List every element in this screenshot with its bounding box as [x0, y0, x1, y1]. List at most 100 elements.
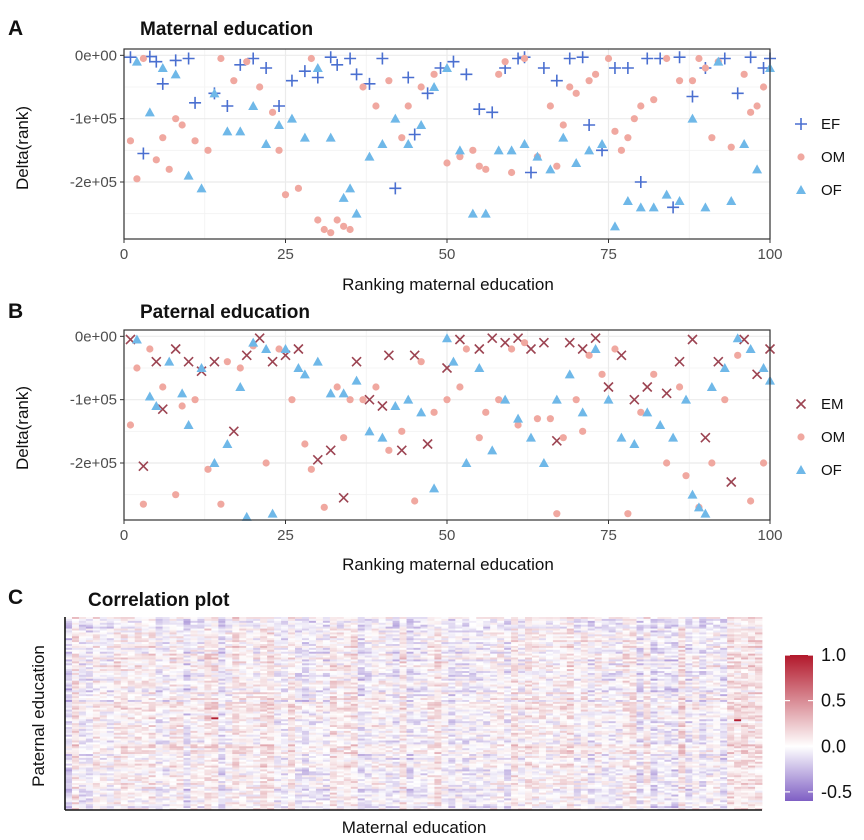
heatmap-cell — [552, 651, 561, 655]
heatmap-cell — [734, 628, 742, 631]
heatmap-cell — [71, 628, 80, 631]
heatmap-cell — [406, 663, 414, 666]
heatmap-cell — [504, 647, 512, 651]
heatmap-cell — [315, 645, 324, 649]
heatmap-cell — [531, 626, 540, 629]
heatmap-cell — [295, 647, 303, 651]
heatmap-cell — [274, 671, 282, 674]
heatmap-cell — [497, 624, 505, 628]
heatmap-cell — [559, 624, 568, 628]
heatmap-cell — [350, 647, 359, 651]
heatmap-cell — [706, 647, 714, 651]
heatmap-cell — [483, 618, 491, 622]
data-point — [333, 216, 341, 224]
heatmap-cell — [706, 620, 714, 624]
heatmap-cell — [190, 672, 198, 676]
heatmap-cell — [218, 655, 226, 658]
heatmap-cell — [455, 657, 463, 660]
heatmap-cell — [134, 624, 143, 628]
data-point — [675, 383, 684, 391]
heatmap-cell — [371, 663, 380, 666]
heatmap-cell — [357, 634, 366, 637]
heatmap-cell — [657, 628, 665, 631]
heatmap-cell — [301, 642, 310, 645]
heatmap-cell — [120, 617, 129, 620]
heatmap-cell — [706, 638, 714, 641]
heatmap-cell — [469, 647, 477, 651]
heatmap-cell — [288, 655, 296, 658]
heatmap-cell — [406, 647, 414, 651]
heatmap-cell — [378, 655, 387, 658]
heatmap-cell — [148, 628, 157, 631]
heatmap-cell — [350, 663, 359, 666]
heatmap-cell — [538, 640, 547, 643]
heatmap-cell — [748, 669, 756, 672]
heatmap-cell — [741, 620, 749, 624]
heatmap-cell — [664, 618, 672, 622]
heatmap-cell — [197, 630, 205, 633]
heatmap-cell — [343, 665, 352, 668]
heatmap-cell — [253, 644, 261, 647]
heatmap-cell — [357, 618, 366, 622]
heatmap-cell — [385, 632, 393, 635]
heatmap-cell — [511, 618, 519, 622]
heatmap-cell — [713, 618, 721, 622]
heatmap-cell — [357, 642, 366, 645]
heatmap-cell — [329, 657, 338, 660]
heatmap-cell — [371, 657, 380, 660]
heatmap-cell — [239, 667, 247, 670]
heatmap-cell — [134, 657, 143, 660]
heatmap-cell — [469, 618, 477, 622]
heatmap-cell — [301, 665, 310, 668]
heatmap-cell — [427, 661, 435, 664]
heatmap-cell — [671, 653, 679, 656]
heatmap-cell — [420, 659, 428, 662]
heatmap-cell — [622, 618, 630, 622]
heatmap-cell — [295, 651, 303, 655]
heatmap-cell — [85, 674, 94, 678]
data-point — [235, 126, 246, 136]
heatmap-cell — [748, 655, 756, 658]
heatmap-cell — [545, 617, 554, 620]
heatmap-cell — [246, 632, 254, 635]
heatmap-cell — [65, 632, 73, 635]
heatmap-cell — [322, 642, 331, 645]
heatmap-cell — [650, 659, 658, 662]
heatmap-cell — [538, 649, 547, 653]
heatmap-cell — [692, 674, 700, 678]
heatmap-cell — [748, 645, 756, 649]
heatmap-cell — [197, 661, 205, 664]
heatmap-cell — [71, 624, 80, 628]
heatmap-cell — [190, 626, 198, 629]
heatmap-cell — [636, 667, 644, 670]
heatmap-cell — [448, 667, 456, 670]
heatmap-cell — [267, 642, 275, 645]
heatmap-cell — [587, 622, 596, 626]
heatmap-cell — [406, 672, 414, 676]
heatmap-cell — [636, 645, 644, 649]
data-point — [495, 396, 503, 404]
heatmap-cell — [308, 644, 317, 647]
heatmap-cell — [490, 617, 498, 620]
heatmap-cell — [155, 647, 163, 651]
heatmap-cell — [183, 645, 191, 649]
heatmap-cell — [197, 628, 205, 631]
heatmap-cell — [134, 667, 143, 670]
heatmap-cell — [399, 651, 407, 655]
heatmap-cell — [685, 647, 693, 651]
heatmap-cell — [78, 651, 87, 655]
heatmap-cell — [413, 653, 421, 656]
heatmap-cell — [176, 636, 184, 639]
heatmap-cell — [113, 647, 122, 651]
heatmap-cell — [643, 638, 651, 641]
heatmap-cell — [288, 630, 296, 633]
data-point — [630, 115, 638, 123]
heatmap-cell — [92, 638, 101, 641]
heatmap-cell — [239, 634, 247, 637]
heatmap-cell — [483, 630, 491, 633]
heatmap-cell — [518, 663, 526, 666]
heatmap-cell — [538, 626, 547, 629]
heatmap-cell — [148, 667, 157, 670]
heatmap-cell — [531, 663, 540, 666]
heatmap-cell — [420, 649, 428, 653]
